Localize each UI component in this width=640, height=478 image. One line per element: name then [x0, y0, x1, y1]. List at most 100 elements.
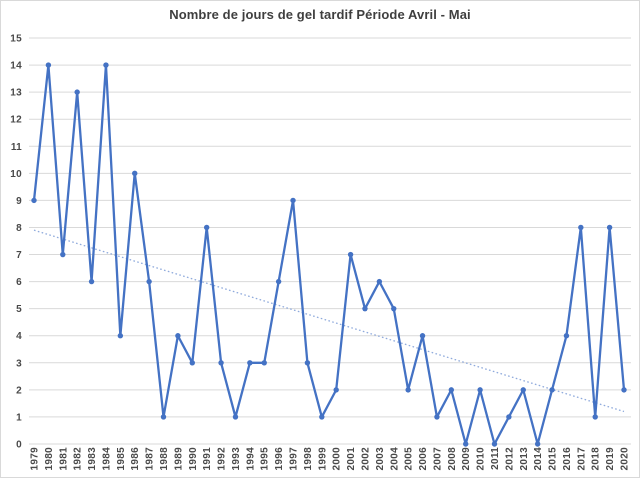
- x-axis-tick-label: 1990: [188, 447, 199, 471]
- x-axis-tick-label: 2010: [476, 447, 487, 471]
- y-axis-tick-label: 3: [16, 358, 22, 369]
- data-point-marker: [520, 387, 526, 393]
- data-point-marker: [88, 278, 95, 285]
- data-point-marker: [319, 414, 325, 420]
- y-axis-tick-label: 6: [16, 277, 22, 288]
- data-point-marker: [203, 224, 210, 231]
- data-point-marker: [60, 251, 66, 258]
- y-axis-tick-label: 12: [10, 115, 22, 126]
- x-axis-tick-label: 2019: [605, 447, 616, 471]
- x-axis-tick-label: 1991: [202, 447, 213, 471]
- x-axis-tick-label: 1984: [101, 447, 112, 471]
- data-point-marker: [304, 360, 311, 366]
- data-point-marker: [74, 89, 80, 95]
- y-axis-tick-label: 15: [10, 34, 22, 45]
- data-point-marker: [347, 251, 354, 258]
- data-point-marker: [132, 170, 138, 177]
- x-axis-tick-label: 1988: [159, 447, 170, 471]
- x-axis-tick-label: 2000: [332, 447, 343, 471]
- y-axis-tick-label: 14: [10, 61, 22, 72]
- data-point-marker: [146, 278, 152, 285]
- y-axis-tick-label: 4: [16, 331, 22, 342]
- x-axis-tick-label: 1982: [73, 447, 84, 471]
- y-axis-tick-label: 13: [10, 88, 22, 99]
- y-axis-tick-label: 11: [11, 142, 22, 153]
- data-point-marker: [103, 62, 109, 68]
- x-axis-tick-label: 2006: [418, 447, 429, 471]
- x-axis-tick-label: 1996: [274, 447, 285, 471]
- x-axis-tick-label: 2002: [360, 447, 371, 471]
- x-axis-tick-label: 2016: [562, 447, 573, 471]
- data-point-marker: [621, 387, 627, 393]
- data-point-marker: [578, 224, 584, 231]
- y-axis-tick-label: 10: [10, 169, 22, 180]
- data-point-marker: [563, 333, 570, 339]
- x-axis-tick-label: 1987: [145, 447, 156, 471]
- x-axis-tick-label: 1997: [289, 447, 300, 471]
- data-point-marker: [376, 278, 383, 285]
- data-point-marker: [160, 414, 167, 420]
- y-axis-tick-label: 9: [16, 196, 22, 207]
- x-axis-tick-label: 2014: [533, 447, 544, 471]
- x-axis-tick-label: 2008: [447, 447, 458, 471]
- x-axis-tick-label: 1983: [87, 447, 98, 471]
- data-point-marker: [419, 333, 426, 339]
- data-point-marker: [189, 360, 195, 366]
- x-axis-tick-label: 1986: [130, 447, 141, 471]
- data-point-marker: [405, 387, 411, 393]
- x-axis-tick-label: 2009: [461, 447, 472, 471]
- data-point-marker: [606, 224, 613, 231]
- x-axis-tick-label: 2004: [389, 447, 400, 471]
- data-point-marker: [491, 441, 498, 447]
- x-axis-tick-label: 1989: [173, 447, 184, 471]
- data-point-marker: [448, 387, 455, 393]
- x-axis-tick-label: 2003: [375, 447, 386, 471]
- x-axis-tick-label: 1995: [260, 447, 271, 471]
- x-axis-tick-label: 2012: [504, 447, 515, 471]
- data-point-marker: [45, 62, 52, 68]
- data-point-marker: [477, 387, 483, 393]
- x-axis-tick-label: 2007: [432, 447, 443, 471]
- data-point-marker: [434, 414, 440, 420]
- x-axis-tick-label: 2020: [620, 447, 631, 471]
- x-axis-tick-label: 1994: [245, 447, 256, 471]
- data-point-marker: [232, 414, 239, 420]
- x-axis-tick-label: 2013: [519, 447, 530, 471]
- x-axis-tick-label: 1981: [58, 447, 69, 471]
- data-point-marker: [117, 333, 124, 339]
- x-axis-tick-label: 2015: [548, 447, 559, 471]
- y-axis-tick-label: 5: [16, 304, 22, 315]
- data-point-marker: [463, 441, 469, 447]
- x-axis-tick-label: 1992: [217, 447, 228, 471]
- y-axis-tick-label: 1: [16, 412, 22, 423]
- x-axis-tick-label: 1998: [303, 447, 314, 471]
- data-point-marker: [275, 278, 282, 285]
- trendline: [33, 229, 625, 413]
- x-axis-tick-label: 1993: [231, 447, 242, 471]
- data-series-line: [32, 63, 626, 446]
- data-point-marker: [362, 305, 368, 312]
- y-axis-tick-label: 2: [16, 385, 22, 396]
- x-axis-tick-label: 1999: [317, 447, 328, 471]
- data-point-marker: [175, 333, 181, 339]
- data-point-marker: [506, 414, 512, 420]
- x-axis-tick-label: 2011: [490, 447, 501, 470]
- x-axis-tick-label: 2018: [591, 447, 602, 471]
- data-point-marker: [549, 387, 555, 393]
- x-axis-tick-label: 2017: [576, 447, 587, 471]
- data-point-marker: [333, 387, 339, 393]
- x-axis-tick-label: 1980: [44, 447, 55, 471]
- x-axis-tick-label: 1985: [116, 447, 127, 471]
- x-axis-tick-label: 2001: [346, 447, 357, 471]
- data-point-marker: [31, 197, 37, 204]
- y-axis-tick-label: 0: [16, 440, 22, 451]
- data-point-marker: [592, 414, 598, 420]
- y-axis-tick-label: 8: [16, 223, 22, 234]
- x-axis-tick-label: 2005: [404, 447, 415, 471]
- data-point-marker: [218, 360, 224, 366]
- data-point-marker: [391, 305, 397, 312]
- x-axis-tick-label: 1979: [30, 447, 41, 471]
- data-point-marker: [534, 441, 541, 447]
